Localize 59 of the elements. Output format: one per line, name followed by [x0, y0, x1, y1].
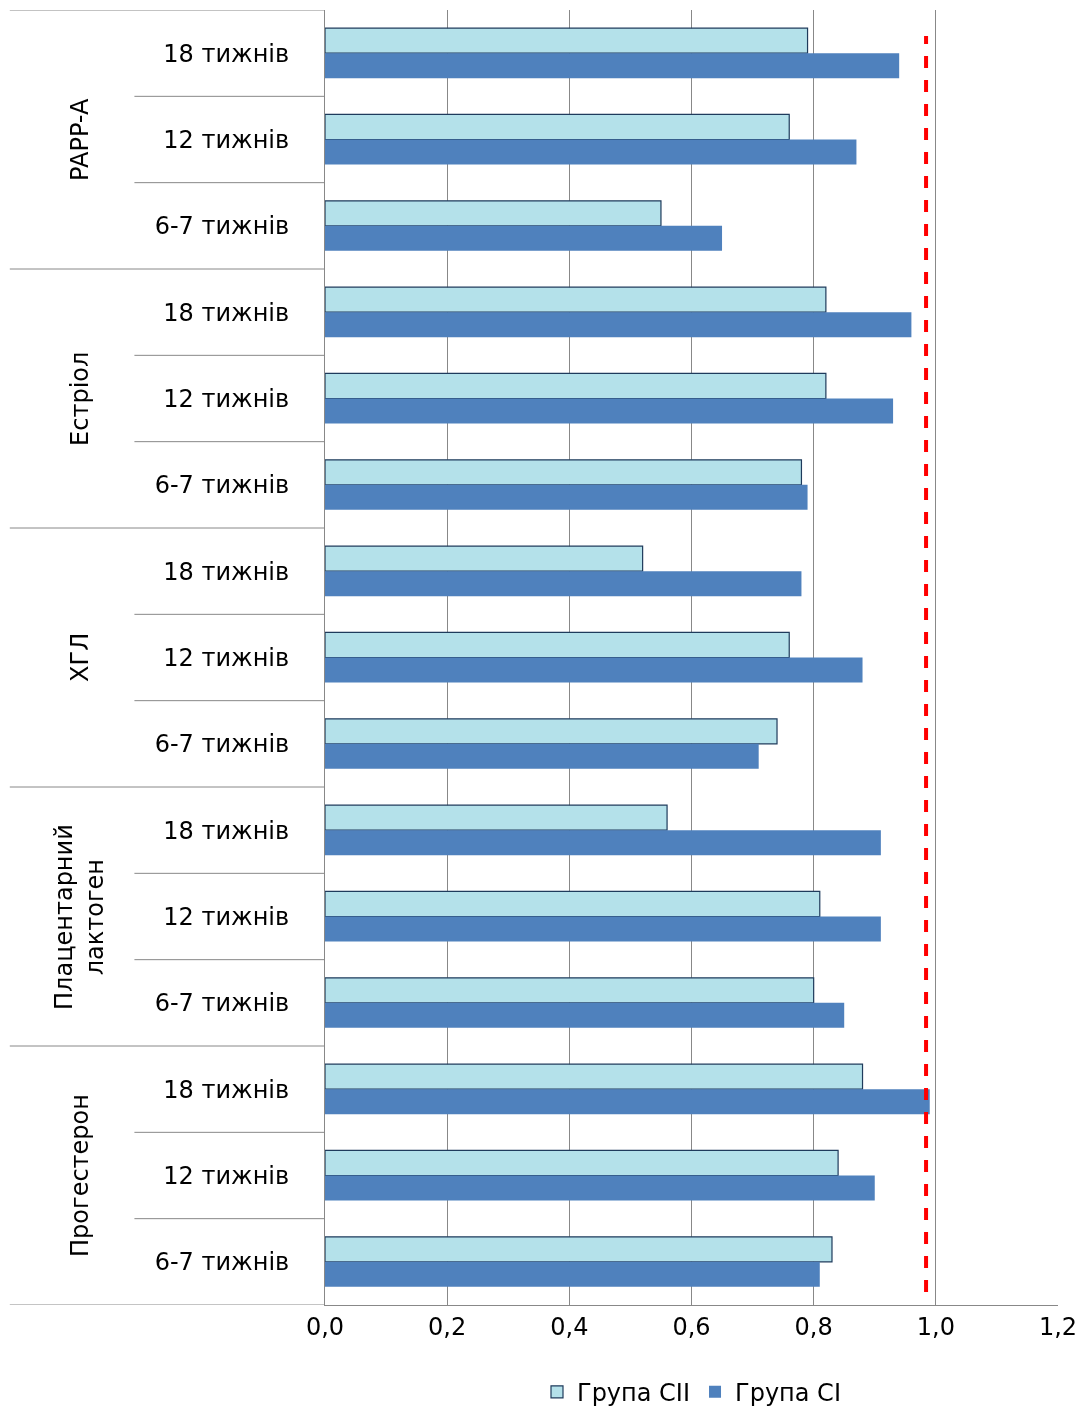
bar: [325, 312, 912, 338]
bar: [325, 1261, 820, 1287]
bar: [325, 1089, 930, 1115]
bar: [325, 977, 815, 1004]
y-tick-label: 12 тижнів: [163, 1161, 290, 1190]
x-tick-label: 0,8: [794, 1312, 833, 1341]
y-tick-label: 18 тижнів: [163, 557, 290, 586]
y-tick-label: 12 тижнів: [163, 125, 290, 154]
bar: [325, 631, 790, 659]
y-tick-label: 6-7 тижнів: [154, 212, 290, 241]
bar: [325, 27, 809, 54]
bar: [325, 113, 790, 141]
bar: [325, 200, 662, 227]
y-tick-label: 6-7 тижнів: [154, 989, 290, 1018]
y-tick-label: 18 тижнів: [163, 39, 290, 68]
bar: [325, 571, 802, 597]
y-tick-label: 6-7 тижнів: [154, 471, 290, 500]
y-tick-label: 18 тижнів: [163, 1075, 290, 1104]
x-tick-label: 1,2: [1038, 1312, 1078, 1341]
text: Плацентарний лактоген: [49, 824, 110, 1010]
bar: [325, 657, 863, 683]
text: Прогестерон: [65, 1094, 94, 1257]
x-tick-label: 0,4: [550, 1312, 589, 1341]
y-tick-label: 6-7 тижнів: [154, 730, 290, 759]
legend-label: Група CI: [735, 1379, 841, 1408]
x-tick-label: 0,0: [305, 1312, 345, 1341]
y-tick-label: 18 тижнів: [163, 816, 290, 845]
bar: [325, 1149, 839, 1177]
bar: [325, 225, 723, 251]
bar: [325, 1175, 875, 1201]
y-tick-label: 6-7 тижнів: [154, 1248, 290, 1277]
bar: [325, 459, 803, 486]
text: Естріол: [65, 351, 94, 446]
bar: [325, 804, 668, 831]
x-tick-label: 1,0: [916, 1312, 955, 1341]
bar: [325, 1063, 864, 1090]
bar: [325, 916, 881, 942]
text: PAPP-A: [65, 98, 94, 181]
bar: [325, 484, 808, 510]
bar: [325, 1002, 845, 1028]
x-tick-label: 0,2: [428, 1312, 467, 1341]
x-tick-label: 0,6: [672, 1312, 711, 1341]
bar: [325, 718, 778, 745]
bar: [325, 139, 857, 165]
bar: [325, 398, 894, 424]
bar: [325, 286, 827, 313]
bar: [325, 830, 881, 856]
bar: [325, 53, 900, 79]
bar: [325, 743, 759, 769]
y-tick-label: 12 тижнів: [163, 384, 290, 413]
bar: [325, 1236, 833, 1263]
y-tick-label: 12 тижнів: [163, 643, 290, 672]
bar: [325, 545, 644, 572]
bar: [325, 890, 821, 918]
legend-label: Група CII: [577, 1379, 691, 1408]
bar: [325, 372, 827, 400]
text: ХГЛ: [65, 632, 94, 682]
y-tick-label: 12 тижнів: [163, 902, 290, 931]
y-tick-label: 18 тижнів: [163, 298, 290, 327]
